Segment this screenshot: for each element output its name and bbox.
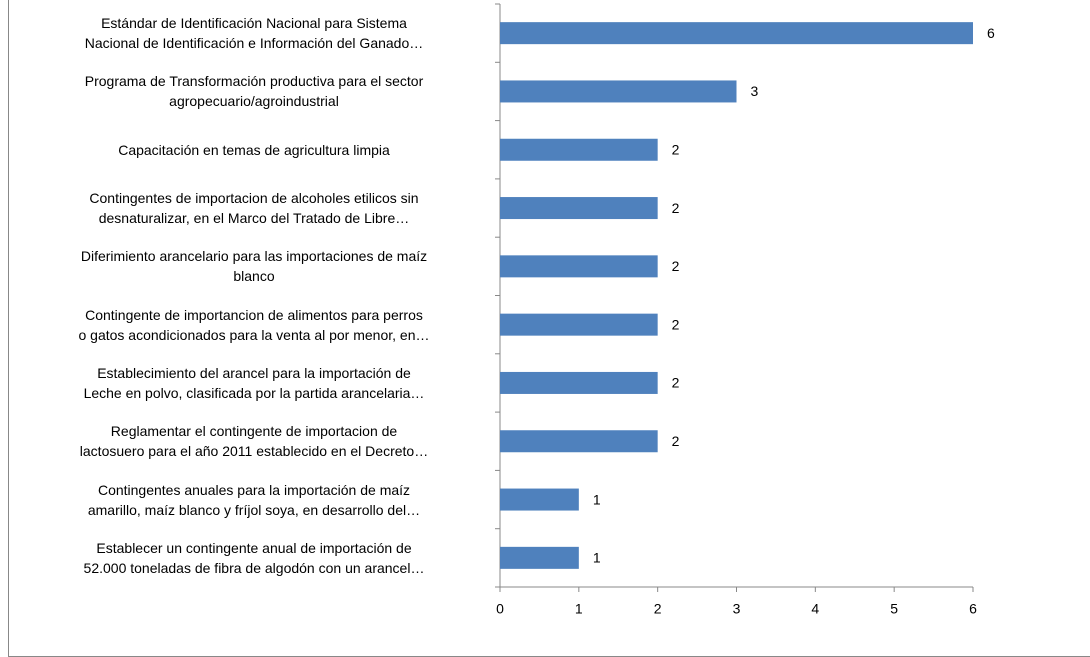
data-label: 2: [672, 200, 680, 216]
x-tick-label: 2: [654, 601, 662, 617]
bar: [500, 22, 973, 45]
y-tick-label: Estándar de Identificación Nacional para…: [84, 15, 424, 52]
y-tick-label: Programa de Transformación productiva pa…: [84, 73, 424, 110]
bar: [500, 371, 658, 394]
bar: [500, 488, 579, 511]
bar: [500, 430, 658, 453]
bar: [500, 255, 658, 278]
x-tick-label: 1: [575, 601, 583, 617]
data-label: 2: [672, 375, 680, 391]
y-tick-label: Diferimiento arancelario para las import…: [80, 248, 428, 285]
x-tick-label: 3: [733, 601, 741, 617]
y-tick-label: Establecimiento del arancel para la impo…: [83, 364, 425, 401]
data-label: 2: [672, 316, 680, 332]
y-tick-label: Contingentes anuales para la importación…: [87, 481, 421, 518]
x-tick-label: 4: [811, 601, 819, 617]
data-label: 2: [672, 258, 680, 274]
bar: [500, 546, 579, 569]
y-tick-label: Establecer un contingente anual de impor…: [83, 539, 425, 576]
x-tick-label: 6: [969, 601, 977, 617]
data-label: 2: [672, 433, 680, 449]
bar: [500, 80, 737, 103]
x-tick-label: 5: [890, 601, 898, 617]
data-label: 2: [672, 141, 680, 157]
x-tick-label: 0: [496, 601, 504, 617]
data-label: 1: [593, 491, 601, 507]
data-label: 1: [593, 550, 601, 566]
bar: [500, 138, 658, 161]
bar: [500, 197, 658, 220]
data-label: 6: [987, 25, 995, 41]
y-tick-label: Contingentes de importacion de alcoholes…: [89, 190, 419, 227]
y-tick-label: Contingente de importancion de alimentos…: [78, 306, 430, 343]
y-tick-label: Reglamentar el contingente de importacio…: [79, 423, 429, 460]
bar: [500, 313, 658, 336]
data-label: 3: [751, 83, 759, 99]
y-tick-label: Capacitación en temas de agricultura lim…: [118, 141, 390, 158]
